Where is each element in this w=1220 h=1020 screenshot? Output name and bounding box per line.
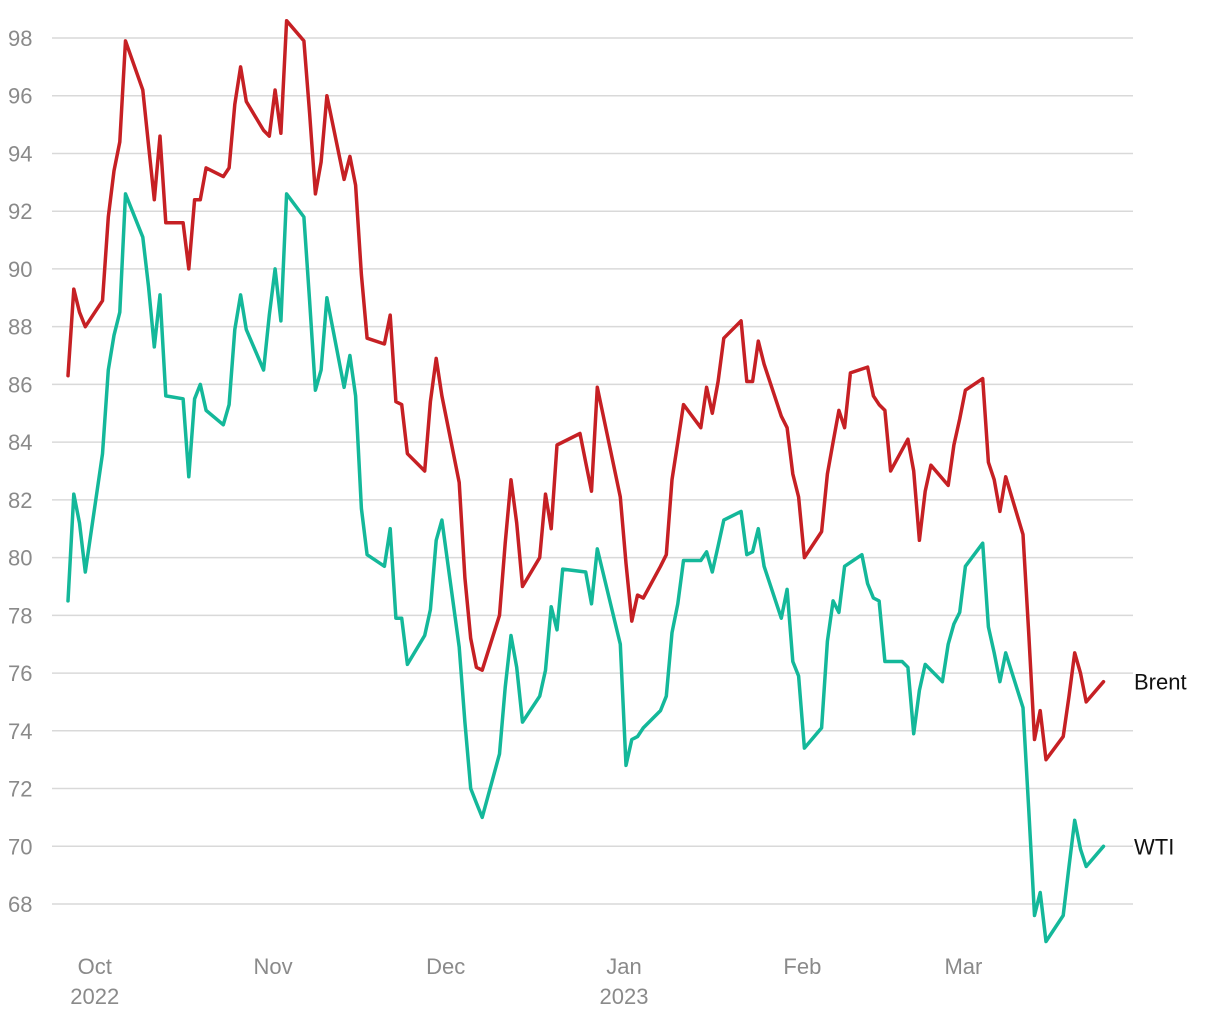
x-axis-ticks: Oct 2022 Nov Dec Jan 2023 Feb Mar xyxy=(70,954,982,1009)
y-tick-label: 82 xyxy=(8,488,32,513)
y-tick-label: 76 xyxy=(8,661,32,686)
y-tick-label: 80 xyxy=(8,546,32,571)
series-line-wti xyxy=(66,192,1106,944)
y-tick-label: 68 xyxy=(8,892,32,917)
y-tick-label: 90 xyxy=(8,257,32,282)
y-tick-label: 88 xyxy=(8,315,32,340)
gridlines xyxy=(52,37,1133,905)
y-tick-label: 86 xyxy=(8,372,32,397)
x-tick-label: Feb xyxy=(783,954,821,979)
x-tick-label: Dec xyxy=(426,954,465,979)
x-tick-label: Nov xyxy=(254,954,293,979)
x-tick-year-label: 2023 xyxy=(600,984,649,1009)
series-label-brent: Brent xyxy=(1134,670,1187,695)
x-tick-year-label: 2022 xyxy=(70,984,119,1009)
y-tick-label: 72 xyxy=(8,777,32,802)
series-labels: Brent WTI xyxy=(1134,670,1187,860)
y-tick-label: 94 xyxy=(8,141,32,166)
series-line-brent xyxy=(66,18,1106,762)
series-lines xyxy=(66,18,1106,944)
series-label-wti: WTI xyxy=(1134,834,1174,859)
y-tick-label: 74 xyxy=(8,719,32,744)
y-tick-label: 78 xyxy=(8,603,32,628)
x-tick-label: Mar xyxy=(944,954,982,979)
y-tick-label: 70 xyxy=(8,834,32,859)
y-tick-label: 98 xyxy=(8,26,32,51)
y-tick-label: 92 xyxy=(8,199,32,224)
y-axis-ticks: 68 70 72 74 76 78 80 82 84 86 88 90 92 94 96 98 xyxy=(8,26,32,917)
x-tick-label: Oct xyxy=(78,954,112,979)
y-tick-label: 84 xyxy=(8,430,32,455)
y-tick-label: 96 xyxy=(8,84,32,109)
x-tick-label: Jan xyxy=(606,954,641,979)
